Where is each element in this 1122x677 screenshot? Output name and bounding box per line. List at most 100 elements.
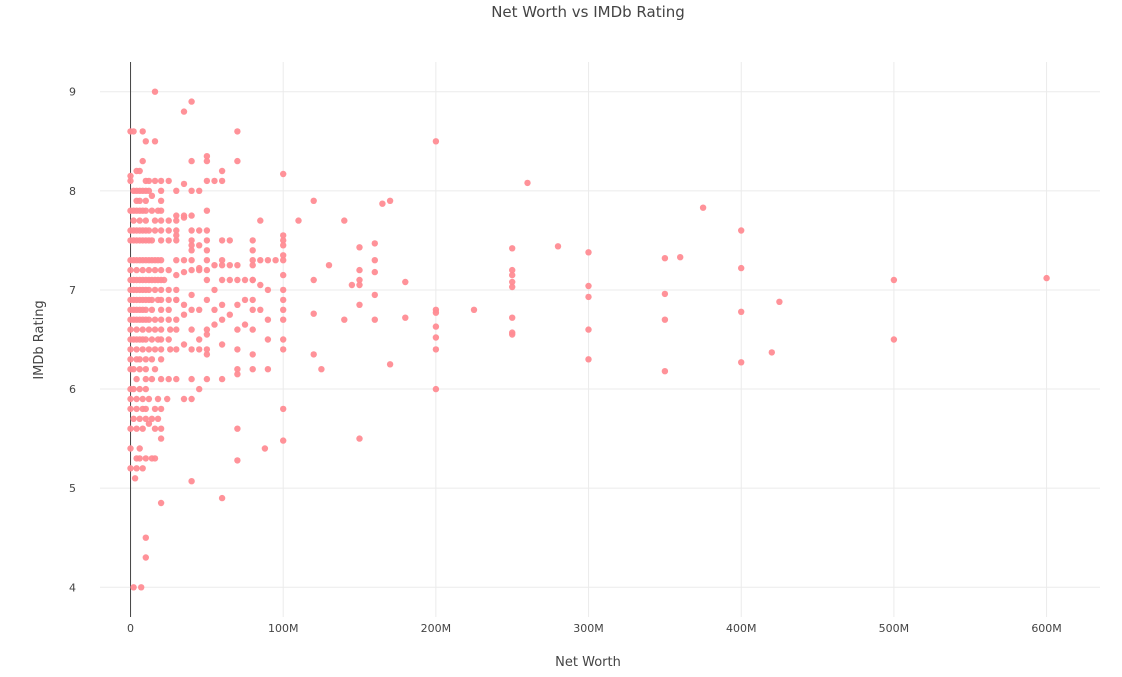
data-point[interactable] xyxy=(249,296,256,304)
data-point[interactable] xyxy=(148,207,156,214)
data-point[interactable] xyxy=(234,346,241,353)
data-point[interactable] xyxy=(157,217,165,224)
data-point[interactable] xyxy=(196,346,203,353)
data-point[interactable] xyxy=(145,346,153,353)
data-point[interactable] xyxy=(432,346,440,353)
data-point[interactable] xyxy=(241,296,249,304)
data-point[interactable] xyxy=(509,266,516,274)
data-point[interactable] xyxy=(180,268,188,276)
data-point[interactable] xyxy=(151,88,159,95)
data-point[interactable] xyxy=(139,128,146,135)
data-point[interactable] xyxy=(234,425,241,432)
data-point[interactable] xyxy=(151,425,159,432)
data-point[interactable] xyxy=(325,262,333,269)
data-point[interactable] xyxy=(509,283,516,291)
data-point[interactable] xyxy=(188,227,195,234)
data-point[interactable] xyxy=(136,366,143,373)
data-point[interactable] xyxy=(127,465,134,472)
data-point[interactable] xyxy=(211,262,218,269)
data-point[interactable] xyxy=(554,243,562,250)
data-point[interactable] xyxy=(738,308,745,315)
data-point[interactable] xyxy=(130,217,137,224)
data-point[interactable] xyxy=(157,197,165,204)
data-point[interactable] xyxy=(203,207,211,214)
data-point[interactable] xyxy=(130,584,137,591)
data-point[interactable] xyxy=(371,316,378,323)
data-point[interactable] xyxy=(148,336,156,343)
data-point[interactable] xyxy=(386,197,394,204)
data-point[interactable] xyxy=(402,278,409,286)
data-point[interactable] xyxy=(295,217,302,224)
data-point[interactable] xyxy=(173,227,180,234)
data-point[interactable] xyxy=(509,331,516,338)
data-point[interactable] xyxy=(218,177,226,185)
data-point[interactable] xyxy=(280,232,287,239)
data-point[interactable] xyxy=(280,242,287,249)
data-point[interactable] xyxy=(142,534,149,541)
data-point[interactable] xyxy=(180,257,188,264)
data-point[interactable] xyxy=(585,356,592,363)
data-point[interactable] xyxy=(509,245,516,252)
data-point[interactable] xyxy=(203,157,211,165)
data-point[interactable] xyxy=(145,286,153,294)
data-point[interactable] xyxy=(173,187,180,194)
data-point[interactable] xyxy=(136,217,143,224)
data-point[interactable] xyxy=(127,445,134,452)
data-point[interactable] xyxy=(151,405,159,413)
data-point[interactable] xyxy=(188,187,195,194)
data-point[interactable] xyxy=(180,108,188,115)
data-point[interactable] xyxy=(148,296,156,304)
data-point[interactable] xyxy=(180,180,188,188)
data-point[interactable] xyxy=(173,286,180,294)
data-point[interactable] xyxy=(203,257,211,264)
data-point[interactable] xyxy=(188,395,195,403)
data-point[interactable] xyxy=(157,177,165,185)
data-point[interactable] xyxy=(151,326,159,333)
data-point[interactable] xyxy=(151,177,159,185)
data-point[interactable] xyxy=(142,306,149,313)
data-point[interactable] xyxy=(280,252,287,259)
data-point[interactable] xyxy=(133,266,140,274)
data-point[interactable] xyxy=(211,321,218,328)
data-point[interactable] xyxy=(249,366,256,373)
data-point[interactable] xyxy=(133,375,140,383)
data-point[interactable] xyxy=(218,341,226,348)
data-point[interactable] xyxy=(249,257,256,264)
data-point[interactable] xyxy=(226,262,233,269)
data-point[interactable] xyxy=(188,212,195,219)
data-point[interactable] xyxy=(139,465,146,472)
data-point[interactable] xyxy=(234,157,241,165)
data-point[interactable] xyxy=(148,375,156,383)
data-point[interactable] xyxy=(165,177,172,185)
data-point[interactable] xyxy=(280,296,287,304)
data-point[interactable] xyxy=(776,298,783,305)
data-point[interactable] xyxy=(356,244,363,251)
data-point[interactable] xyxy=(142,554,149,561)
data-point[interactable] xyxy=(127,326,134,333)
data-point[interactable] xyxy=(249,276,256,284)
data-point[interactable] xyxy=(188,326,195,333)
data-point[interactable] xyxy=(211,306,218,313)
data-point[interactable] xyxy=(661,255,669,262)
data-point[interactable] xyxy=(203,177,211,185)
data-point[interactable] xyxy=(142,356,149,363)
data-point[interactable] xyxy=(203,351,211,358)
data-point[interactable] xyxy=(196,227,203,234)
data-point[interactable] xyxy=(142,366,149,373)
data-point[interactable] xyxy=(432,309,440,316)
data-point[interactable] xyxy=(173,346,180,353)
data-point[interactable] xyxy=(234,262,241,269)
data-point[interactable] xyxy=(127,346,134,353)
data-point[interactable] xyxy=(402,314,409,321)
data-point[interactable] xyxy=(139,157,146,165)
data-point[interactable] xyxy=(151,266,159,274)
data-point[interactable] xyxy=(310,310,317,317)
data-point[interactable] xyxy=(249,351,256,358)
data-point[interactable] xyxy=(139,266,146,274)
data-point[interactable] xyxy=(196,306,203,313)
data-point[interactable] xyxy=(148,356,156,363)
data-point[interactable] xyxy=(133,346,140,353)
data-point[interactable] xyxy=(165,266,172,274)
data-point[interactable] xyxy=(173,375,180,383)
data-point[interactable] xyxy=(234,128,241,135)
